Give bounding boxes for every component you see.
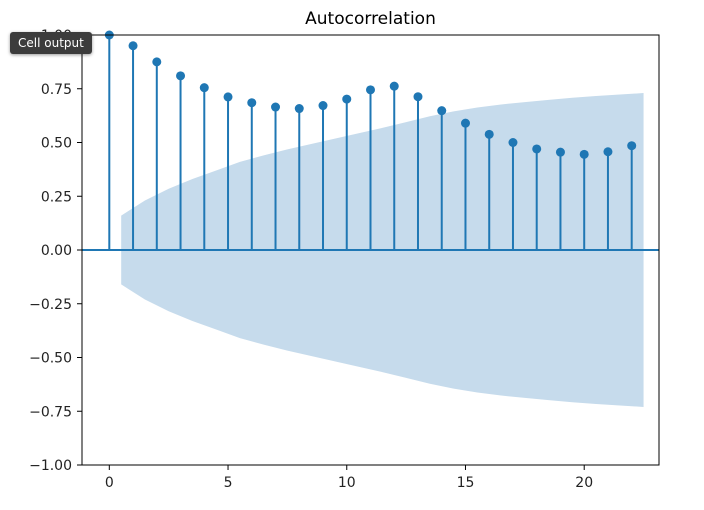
acf-marker xyxy=(199,83,209,93)
x-tick-label: 20 xyxy=(575,475,593,491)
x-tick-label: 10 xyxy=(338,475,356,491)
tick-layer: 0 5 10 15 20 −1.00 −0.75 −0.50 −0.25 0.00 0.25 0.50… xyxy=(29,28,593,491)
y-tick-label: 0.75 xyxy=(41,82,72,98)
acf-marker xyxy=(579,149,589,159)
acf-marker xyxy=(555,147,565,157)
acf-marker xyxy=(271,102,281,112)
acf-marker xyxy=(413,92,423,102)
acf-marker xyxy=(366,85,375,95)
acf-marker xyxy=(508,138,518,147)
y-tick-label: 0.00 xyxy=(41,243,72,259)
acf-marker xyxy=(437,106,447,116)
chart-title: Autocorrelation xyxy=(305,9,436,29)
acf-marker xyxy=(532,144,542,154)
acf-marker xyxy=(342,94,352,104)
acf-marker xyxy=(176,71,186,81)
acf-marker xyxy=(318,101,328,111)
y-tick-label: −0.25 xyxy=(29,297,72,313)
acf-marker xyxy=(627,141,637,151)
acf-marker xyxy=(389,81,399,91)
stem-layer xyxy=(104,30,637,250)
acf-marker xyxy=(603,147,613,157)
acf-marker xyxy=(152,57,162,67)
acf-marker xyxy=(223,92,233,102)
acf-marker xyxy=(247,98,257,108)
cell-output-tooltip: Cell output xyxy=(10,32,92,54)
acf-marker xyxy=(294,104,304,114)
y-tick-label: 0.50 xyxy=(41,136,72,152)
x-tick-label: 15 xyxy=(457,475,475,491)
x-tick-label: 0 xyxy=(105,475,114,491)
y-tick-label: −1.00 xyxy=(29,458,72,474)
y-tick-label: −0.50 xyxy=(29,351,72,367)
acf-marker xyxy=(460,118,470,128)
y-tick-label: 0.25 xyxy=(41,189,72,205)
y-tick-label: −0.75 xyxy=(29,404,72,420)
acf-marker xyxy=(484,129,494,139)
x-tick-label: 5 xyxy=(224,475,233,491)
acf-marker xyxy=(128,41,138,51)
